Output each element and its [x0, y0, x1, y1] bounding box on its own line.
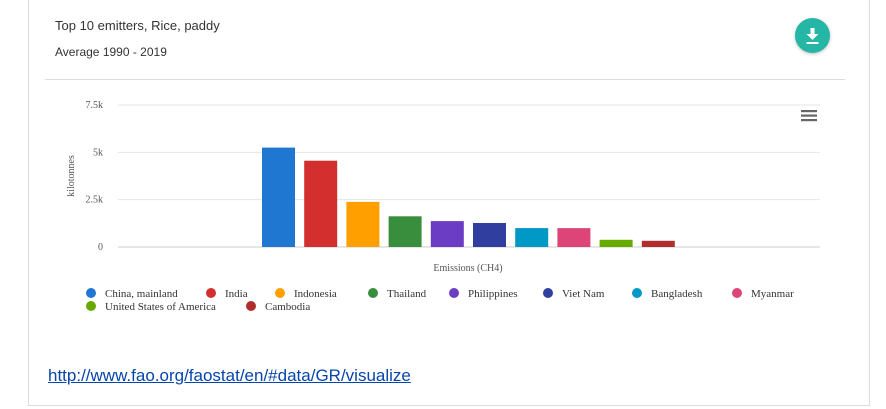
legend-item[interactable]: Thailand [368, 288, 426, 300]
grid-layer [118, 104, 820, 248]
legend-dot [368, 288, 378, 298]
legend-dot [632, 288, 642, 298]
bar-philippines[interactable] [430, 221, 464, 247]
bar-indonesia[interactable] [346, 201, 380, 247]
bar-cambodia[interactable] [641, 240, 675, 247]
y-tick-label: 0 [98, 242, 103, 253]
hamburger-menu-icon[interactable] [801, 110, 817, 122]
legend-dot [449, 288, 459, 298]
legend-dot [275, 288, 285, 298]
legend-item[interactable]: Viet Nam [543, 288, 604, 300]
legend-label: Philippines [468, 288, 518, 300]
bar-china-mainland[interactable] [262, 147, 295, 247]
source-link[interactable]: http://www.fao.org/faostat/en/#data/GR/v… [48, 366, 411, 385]
download-button[interactable] [795, 18, 830, 53]
y-tick-label: 5k [93, 147, 103, 158]
chart-card: Top 10 emitters, Rice, paddy Average 199… [28, 0, 870, 406]
legend-item[interactable]: India [206, 288, 248, 300]
header-divider [45, 79, 845, 80]
bar-india[interactable] [304, 160, 338, 247]
legend-label: Bangladesh [651, 288, 703, 300]
legend-dot [246, 301, 256, 311]
legend-label: India [225, 288, 248, 300]
bar-myanmar[interactable] [557, 228, 591, 247]
legend-dot [543, 288, 553, 298]
legend-item[interactable]: Myanmar [732, 288, 794, 300]
x-axis-label: Emissions (CH4) [433, 263, 502, 274]
legend-item[interactable]: United States of America [86, 301, 216, 313]
bar-united-states-of-america[interactable] [599, 239, 633, 247]
legend-item[interactable]: Bangladesh [632, 288, 702, 300]
bar-chart: 0 2.5k 5k 7.5k kilotonnes Emissions (CH4) [66, 100, 820, 274]
legend-dot [206, 288, 216, 298]
chart-subtitle: Average 1990 - 2019 [55, 45, 167, 59]
y-tick-label: 7.5k [86, 100, 104, 111]
y-axis-ticks: 0 2.5k 5k 7.5k [86, 100, 104, 253]
y-axis-label: kilotonnes [66, 155, 77, 197]
bar-layer [262, 147, 675, 247]
legend-label: Myanmar [751, 288, 794, 300]
bar-viet-nam[interactable] [473, 223, 506, 247]
legend-item[interactable]: Philippines [449, 288, 518, 300]
legend-row: United States of America Cambodia [86, 301, 826, 314]
legend-dot [86, 288, 96, 298]
legend-label: Viet Nam [562, 288, 605, 300]
chart-legend: China, mainland India Indonesia Thailand Phi… [86, 288, 826, 314]
legend-label: United States of America [105, 301, 216, 313]
legend-item[interactable]: Indonesia [275, 288, 337, 300]
legend-item[interactable]: China, mainland [86, 288, 178, 300]
chart-title: Top 10 emitters, Rice, paddy [55, 18, 220, 33]
legend-row: China, mainland India Indonesia Thailand Phi… [86, 288, 826, 301]
bar-thailand[interactable] [388, 216, 422, 247]
download-icon [806, 28, 819, 44]
legend-dot [732, 288, 742, 298]
y-tick-label: 2.5k [86, 195, 104, 206]
legend-label: China, mainland [105, 288, 178, 300]
bar-bangladesh[interactable] [515, 228, 549, 247]
legend-dot [86, 301, 96, 311]
legend-item[interactable]: Cambodia [246, 301, 310, 313]
legend-label: Thailand [387, 288, 427, 300]
legend-label: Indonesia [294, 288, 337, 300]
legend-label: Cambodia [265, 301, 311, 313]
